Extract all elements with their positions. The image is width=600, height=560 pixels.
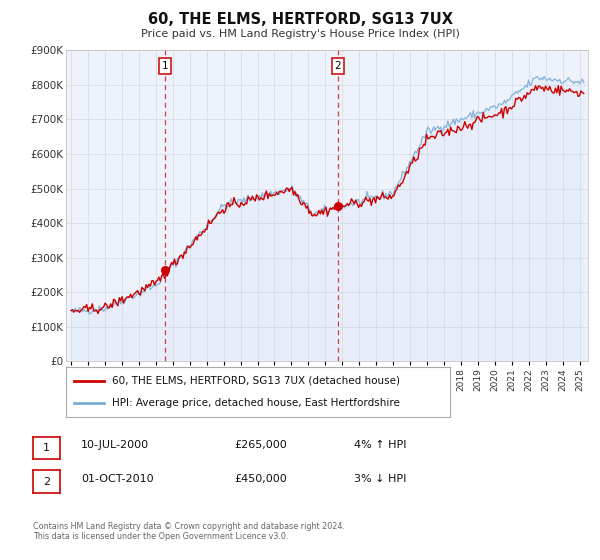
- Text: 01-OCT-2010: 01-OCT-2010: [81, 474, 154, 484]
- Text: 1: 1: [43, 443, 50, 453]
- Text: 60, THE ELMS, HERTFORD, SG13 7UX: 60, THE ELMS, HERTFORD, SG13 7UX: [148, 12, 452, 27]
- Text: £265,000: £265,000: [234, 440, 287, 450]
- Text: HPI: Average price, detached house, East Hertfordshire: HPI: Average price, detached house, East…: [112, 398, 400, 408]
- Text: 60, THE ELMS, HERTFORD, SG13 7UX (detached house): 60, THE ELMS, HERTFORD, SG13 7UX (detach…: [112, 376, 400, 386]
- Text: 2: 2: [335, 61, 341, 71]
- Text: 3% ↓ HPI: 3% ↓ HPI: [354, 474, 406, 484]
- Text: 10-JUL-2000: 10-JUL-2000: [81, 440, 149, 450]
- Text: Contains HM Land Registry data © Crown copyright and database right 2024.: Contains HM Land Registry data © Crown c…: [33, 522, 345, 531]
- Text: 1: 1: [161, 61, 168, 71]
- Text: 4% ↑ HPI: 4% ↑ HPI: [354, 440, 407, 450]
- Text: This data is licensed under the Open Government Licence v3.0.: This data is licensed under the Open Gov…: [33, 532, 289, 541]
- Text: £450,000: £450,000: [234, 474, 287, 484]
- Text: Price paid vs. HM Land Registry's House Price Index (HPI): Price paid vs. HM Land Registry's House …: [140, 29, 460, 39]
- Text: 2: 2: [43, 477, 50, 487]
